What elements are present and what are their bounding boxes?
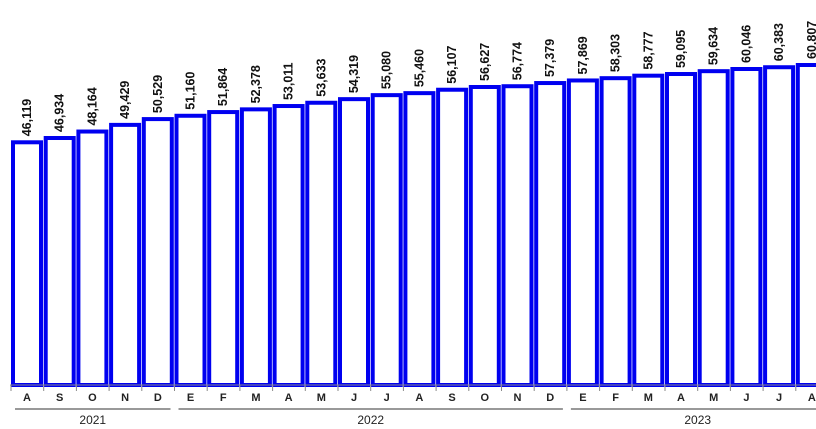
bar bbox=[730, 67, 763, 388]
month-label: M bbox=[709, 392, 718, 404]
value-label: 52,378 bbox=[249, 65, 263, 103]
bar bbox=[43, 136, 76, 387]
bar bbox=[11, 140, 43, 387]
bar bbox=[305, 100, 338, 388]
bar bbox=[566, 78, 599, 388]
bar bbox=[403, 91, 436, 388]
month-label: E bbox=[187, 392, 194, 404]
value-label: 60,807 bbox=[805, 21, 816, 59]
bar bbox=[174, 113, 207, 387]
bar bbox=[632, 73, 665, 387]
year-label: 2023 bbox=[684, 413, 711, 427]
month-label: F bbox=[220, 392, 227, 404]
month-label: J bbox=[743, 392, 749, 404]
month-label: F bbox=[612, 392, 619, 404]
month-label: M bbox=[644, 392, 653, 404]
month-label: N bbox=[121, 392, 129, 404]
bar bbox=[239, 107, 272, 387]
value-label: 53,011 bbox=[282, 62, 296, 100]
month-label: A bbox=[415, 392, 423, 404]
month-label: A bbox=[23, 392, 31, 404]
value-label: 51,160 bbox=[184, 71, 198, 109]
month-label: M bbox=[317, 392, 326, 404]
month-label: A bbox=[677, 392, 685, 404]
value-label: 50,529 bbox=[151, 75, 165, 113]
month-label: D bbox=[154, 392, 162, 404]
bar bbox=[207, 110, 240, 388]
month-label: J bbox=[776, 392, 782, 404]
value-label: 58,777 bbox=[641, 31, 655, 69]
month-label: E bbox=[579, 392, 586, 404]
value-label: 46,119 bbox=[20, 99, 34, 137]
value-labels-group: 46,119 46,934 48,164 49,429 50,529 51,160 51,8… bbox=[20, 21, 816, 137]
value-label: 56,627 bbox=[478, 43, 492, 81]
year-label: 2022 bbox=[357, 413, 384, 427]
year-label: 2021 bbox=[79, 413, 106, 427]
month-label: O bbox=[88, 392, 97, 404]
bar bbox=[370, 93, 403, 387]
value-label: 55,460 bbox=[412, 49, 426, 87]
month-label: M bbox=[251, 392, 260, 404]
value-label: 56,107 bbox=[445, 45, 459, 83]
value-label: 56,774 bbox=[511, 42, 525, 80]
value-label: 58,303 bbox=[609, 34, 623, 72]
month-label: J bbox=[384, 392, 390, 404]
value-label: 60,046 bbox=[739, 25, 753, 63]
month-label: D bbox=[546, 392, 554, 404]
bar bbox=[501, 84, 534, 387]
bar bbox=[436, 87, 469, 387]
value-label: 53,633 bbox=[314, 58, 328, 96]
bar bbox=[76, 129, 109, 387]
bar bbox=[109, 122, 142, 387]
value-label: 46,934 bbox=[53, 94, 67, 132]
month-label: N bbox=[514, 392, 522, 404]
value-label: 49,429 bbox=[118, 81, 132, 119]
bar bbox=[795, 63, 816, 387]
bar bbox=[665, 72, 697, 387]
value-label: 54,319 bbox=[347, 55, 361, 93]
bars-group bbox=[11, 63, 816, 388]
month-label: S bbox=[56, 392, 63, 404]
value-label: 48,164 bbox=[85, 87, 99, 125]
month-label: A bbox=[808, 392, 816, 404]
month-label: O bbox=[481, 392, 490, 404]
bar bbox=[141, 117, 174, 388]
value-label: 57,869 bbox=[576, 36, 590, 74]
bar bbox=[272, 104, 305, 387]
x-axis-ticks-group bbox=[10, 385, 797, 391]
bar bbox=[534, 81, 567, 387]
month-label: J bbox=[351, 392, 357, 404]
value-label: 59,634 bbox=[707, 27, 721, 65]
value-label: 51,864 bbox=[216, 68, 230, 106]
bar bbox=[599, 76, 632, 387]
bar bbox=[338, 97, 370, 388]
value-label: 55,080 bbox=[380, 51, 394, 89]
month-label: A bbox=[285, 392, 293, 404]
bar bbox=[697, 69, 730, 387]
bar bbox=[763, 65, 796, 387]
value-label: 57,379 bbox=[543, 39, 557, 77]
month-label: S bbox=[448, 392, 455, 404]
year-groups: 2021 2022 2023 bbox=[15, 408, 816, 427]
value-label: 59,095 bbox=[674, 30, 688, 68]
value-label: 60,383 bbox=[772, 23, 786, 61]
bar bbox=[468, 84, 501, 387]
